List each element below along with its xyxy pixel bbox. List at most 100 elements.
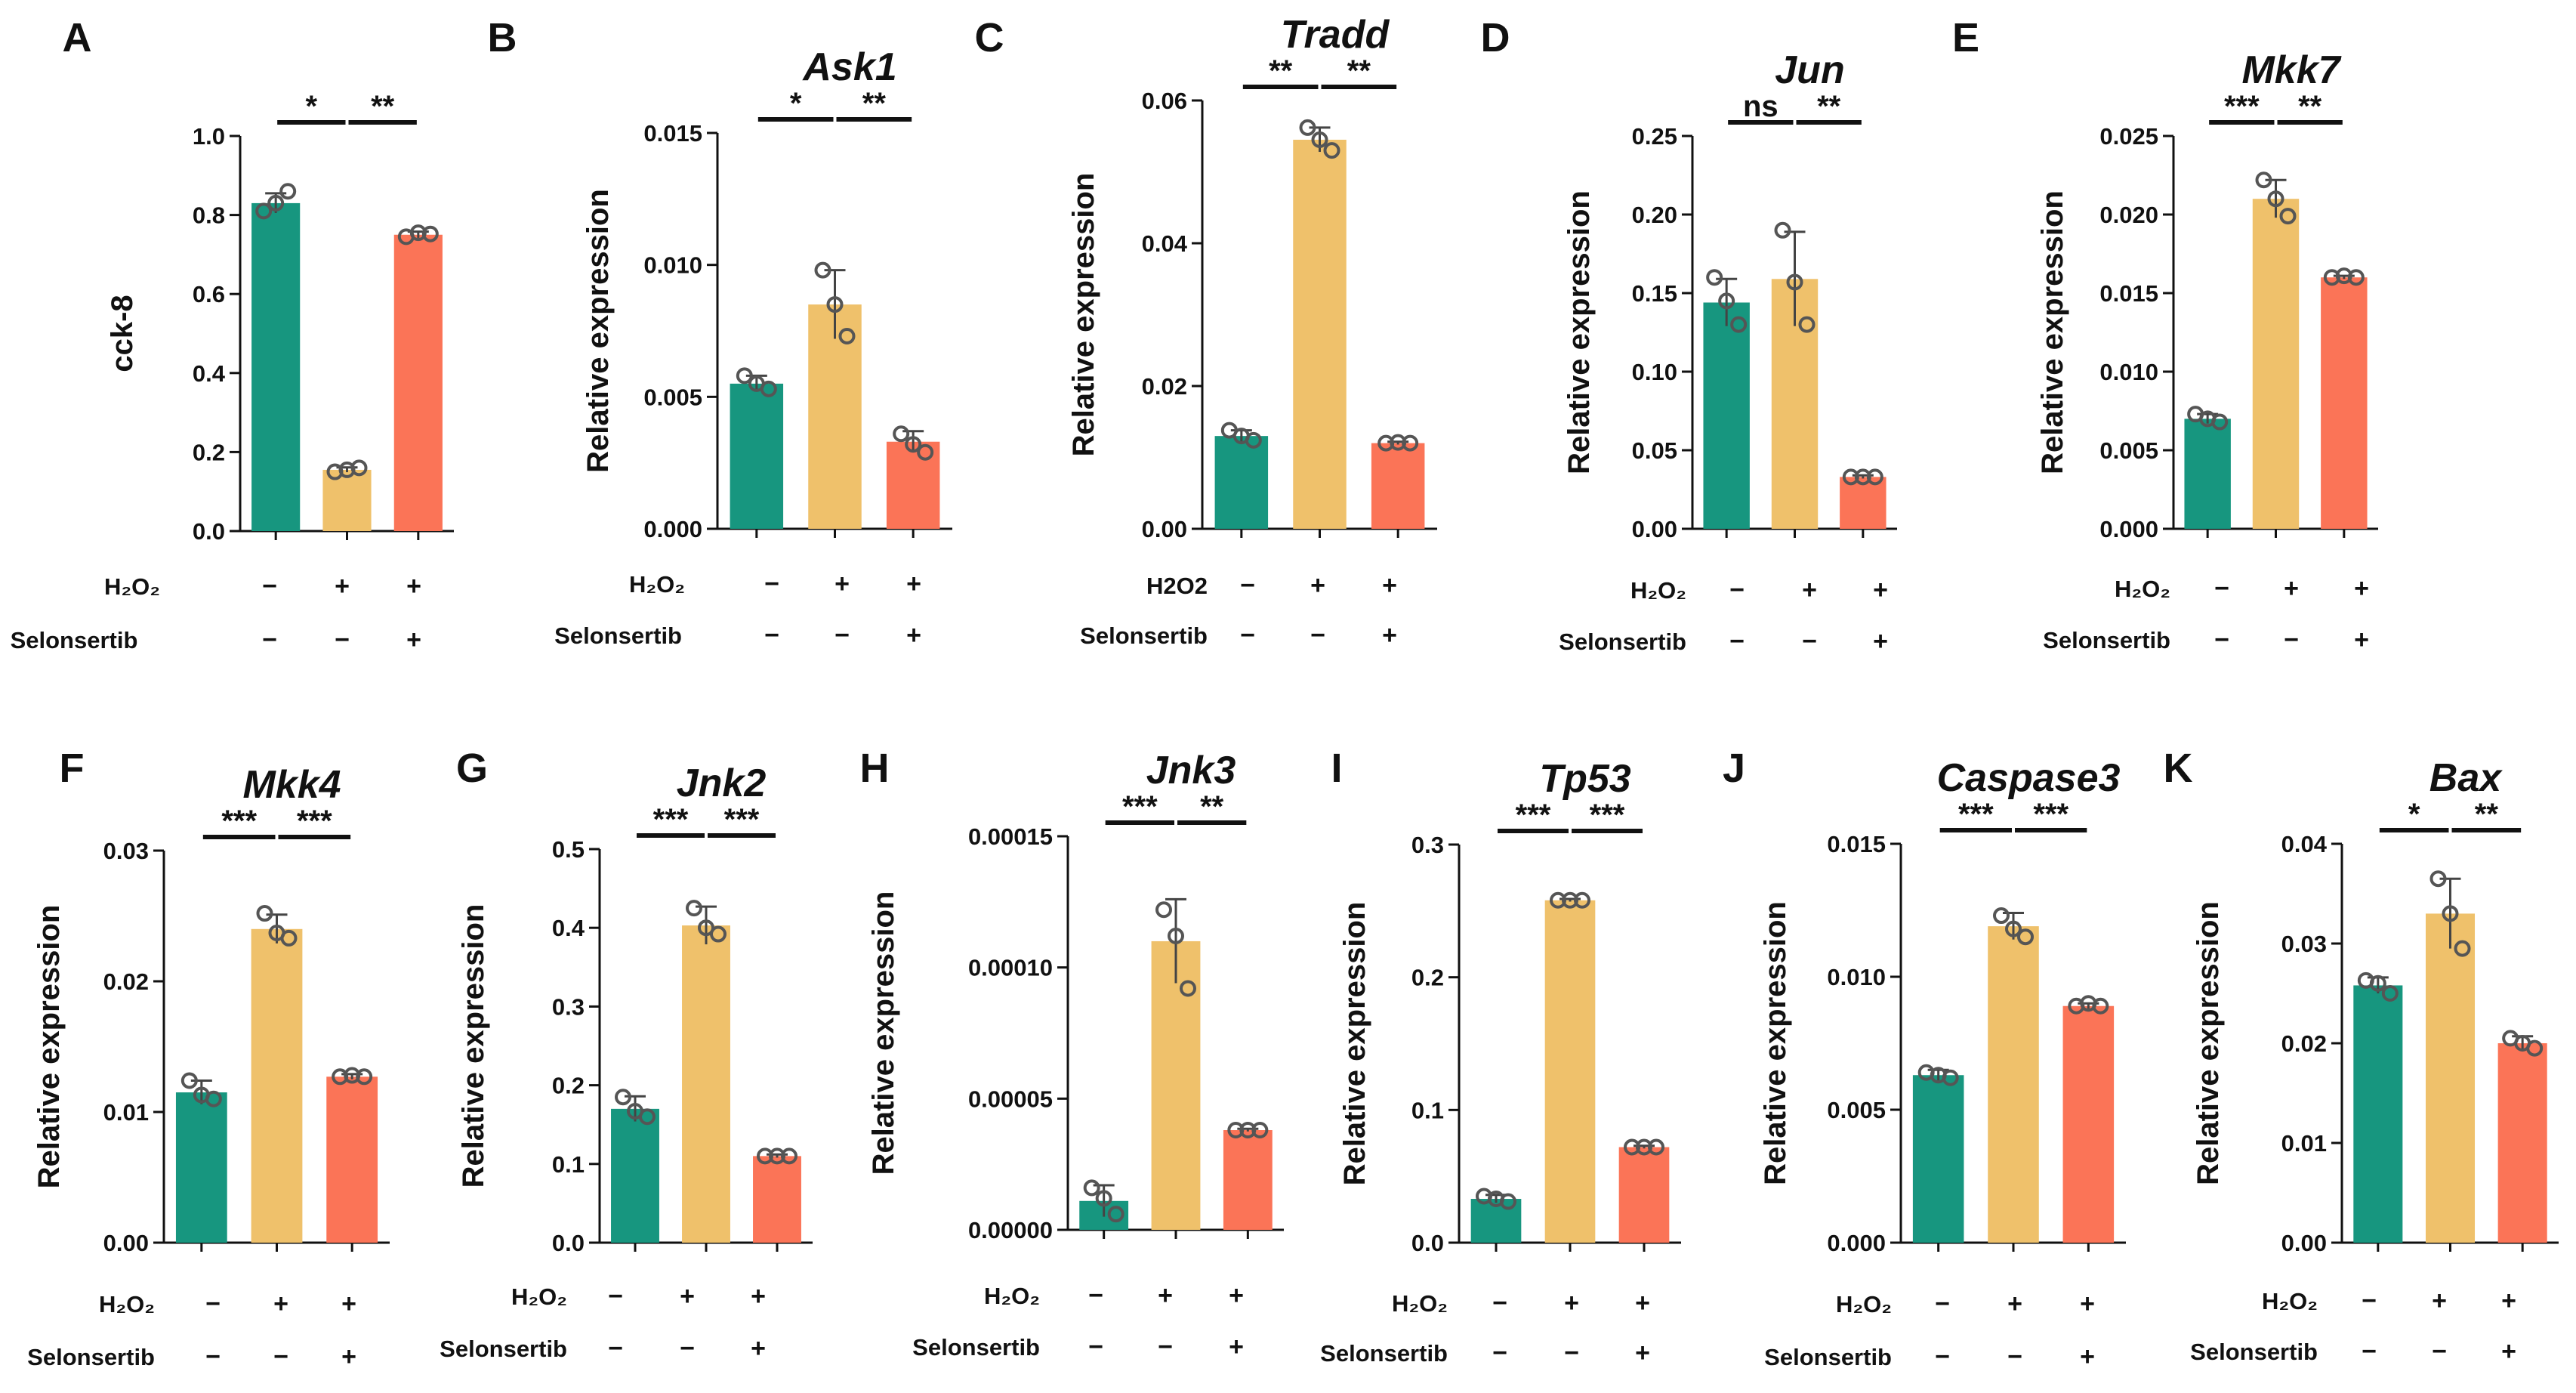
condition-sign: + — [751, 1282, 766, 1311]
condition-sign: − — [1564, 1339, 1579, 1367]
data-point — [1718, 292, 1735, 310]
condition-sign: + — [751, 1334, 766, 1363]
condition-sign: − — [1492, 1339, 1507, 1367]
significance-label: ** — [371, 90, 395, 123]
condition-sign: + — [406, 625, 421, 654]
chart-title: Mkk4 — [242, 763, 341, 807]
significance-label: ** — [1347, 54, 1371, 88]
data-point — [1488, 1191, 1504, 1208]
condition-sign: + — [406, 572, 421, 601]
data-point — [2017, 928, 2034, 946]
panel-letter: B — [488, 15, 517, 60]
condition-label: H₂O₂ — [99, 1291, 155, 1317]
data-point — [698, 919, 714, 937]
y-tick-label: 0.00 — [1142, 516, 1187, 542]
condition-sign: + — [1635, 1339, 1650, 1367]
data-point — [2267, 190, 2284, 208]
y-tick-label: 0.6 — [193, 281, 225, 307]
y-tick-label: 0.04 — [1142, 230, 1188, 257]
condition-sign: − — [273, 1342, 288, 1371]
bar-2 — [682, 925, 730, 1243]
data-point — [1232, 428, 1250, 445]
bar-1 — [611, 1108, 659, 1243]
y-tick-label: 0.02 — [2281, 1030, 2327, 1057]
condition-sign: + — [1382, 621, 1397, 650]
chart-title: Jun — [1775, 48, 1844, 92]
bar-2 — [322, 469, 372, 531]
bar-2 — [2425, 913, 2476, 1243]
condition-label: Selonsertib — [554, 622, 682, 649]
condition-label: Selonsertib — [1320, 1340, 1448, 1367]
condition-sign: − — [2362, 1337, 2377, 1366]
condition-label: H₂O₂ — [104, 573, 160, 600]
condition-sign: + — [2354, 574, 2369, 603]
bar-3 — [326, 1076, 378, 1243]
condition-sign: − — [680, 1334, 695, 1363]
y-tick-label: 0.3 — [552, 993, 585, 1020]
condition-sign: − — [1935, 1290, 1950, 1318]
data-point — [1930, 1067, 1947, 1084]
condition-sign: + — [680, 1282, 695, 1311]
condition-label: H₂O₂ — [1836, 1291, 1892, 1317]
data-point — [1636, 1138, 1652, 1156]
data-point — [905, 436, 922, 453]
condition-sign: + — [2080, 1290, 2095, 1318]
condition-sign: + — [2432, 1286, 2447, 1315]
condition-sign: + — [906, 621, 921, 650]
data-point — [1562, 891, 1578, 909]
condition-label: Selonsertib — [2190, 1339, 2318, 1365]
panel-e: E Mkk7 Relative expression 0.000 0.005 0.010 0… — [1952, 15, 2378, 654]
condition-sign: − — [608, 1334, 623, 1363]
y-tick-label: 0.0 — [193, 518, 225, 545]
condition-sign: − — [1729, 627, 1745, 656]
y-tick-label: 0.0 — [552, 1230, 585, 1256]
y-tick-label: 0.00015 — [968, 823, 1053, 850]
y-tick-label: 0.01 — [2281, 1130, 2327, 1157]
condition-sign: − — [1492, 1289, 1507, 1317]
data-point — [627, 1102, 643, 1120]
condition-sign: − — [2362, 1286, 2377, 1315]
y-tick-label: 0.2 — [1411, 965, 1444, 991]
y-tick-label: 0.00 — [1632, 516, 1677, 542]
data-point — [1299, 119, 1316, 136]
data-point — [268, 924, 285, 941]
data-point — [255, 202, 273, 220]
y-tick-label: 0.3 — [1411, 832, 1444, 858]
bar-2 — [1988, 926, 2039, 1243]
condition-label: Selonsertib — [1080, 622, 1208, 649]
bar-2 — [2252, 199, 2300, 529]
data-point — [2080, 995, 2097, 1012]
y-axis-label: Relative expression — [2192, 901, 2225, 1185]
condition-sign: − — [335, 625, 350, 654]
condition-sign: + — [2501, 1286, 2516, 1315]
data-point — [1311, 131, 1328, 148]
panel-letter: E — [1952, 15, 1979, 60]
data-point — [1239, 1122, 1257, 1139]
condition-sign: + — [1635, 1289, 1650, 1317]
bar-1 — [1703, 302, 1750, 529]
y-tick-label: 0.015 — [643, 120, 702, 147]
data-point — [838, 327, 856, 344]
data-point — [893, 425, 910, 443]
data-point — [409, 224, 427, 242]
y-tick-label: 0.01 — [103, 1099, 149, 1126]
y-tick-label: 0.010 — [643, 252, 702, 279]
y-tick-label: 0.06 — [1142, 88, 1187, 114]
bar-3 — [2062, 1005, 2115, 1243]
data-point — [1155, 901, 1172, 919]
condition-sign: − — [262, 572, 277, 601]
y-tick-label: 0.15 — [1632, 280, 1677, 307]
condition-label: Selonsertib — [1559, 629, 1686, 655]
significance-label: *** — [1958, 798, 1994, 831]
data-point — [256, 905, 273, 922]
condition-sign: − — [1088, 1281, 1103, 1310]
y-axis-label: Relative expression — [457, 904, 490, 1188]
y-tick-label: 0.04 — [2281, 831, 2328, 857]
condition-sign: + — [1229, 1281, 1244, 1310]
data-point — [1854, 468, 1871, 486]
y-tick-label: 0.00 — [2281, 1230, 2327, 1256]
condition-sign: + — [1229, 1333, 1244, 1361]
chart-title: Tp53 — [1539, 757, 1630, 801]
condition-sign: − — [1240, 571, 1255, 600]
chart-title: Ask1 — [801, 45, 896, 89]
